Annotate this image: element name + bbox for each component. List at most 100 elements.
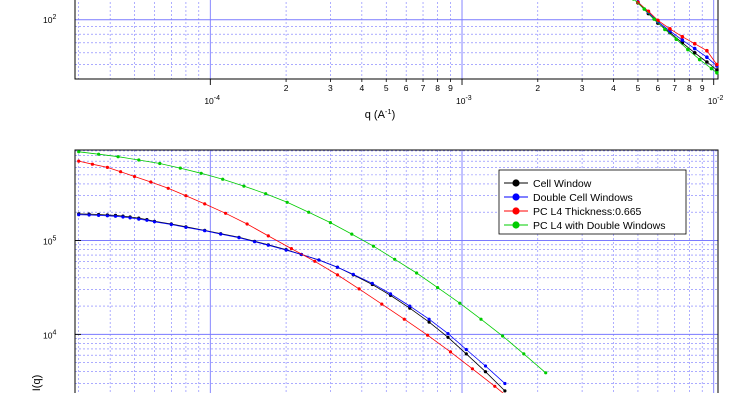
data-point	[426, 333, 430, 337]
data-point	[317, 258, 321, 262]
data-point	[266, 234, 270, 238]
data-point	[709, 66, 714, 71]
data-point	[448, 350, 453, 354]
top-chart-x-axis-label: q (A-1)	[365, 107, 396, 121]
x-tick-label: 3	[328, 83, 333, 93]
x-tick-label: 4	[359, 83, 364, 93]
data-point	[152, 220, 157, 224]
data-point	[335, 273, 340, 277]
data-point	[415, 271, 419, 275]
x-tick-label: 2	[535, 83, 540, 93]
data-point	[458, 301, 462, 305]
data-point	[137, 217, 141, 221]
x-tick-label: 8	[687, 83, 692, 93]
data-point	[289, 247, 293, 251]
legend-swatch-marker	[512, 221, 520, 229]
data-point	[90, 162, 94, 166]
top-chart-grid	[75, 0, 718, 80]
data-point	[119, 170, 123, 174]
data-point	[137, 158, 141, 162]
data-point	[446, 332, 450, 336]
data-point	[219, 232, 223, 236]
legend-entry-label: PC L4 with Double Windows	[533, 220, 665, 232]
legend-entry-label: PC L4 Thickness:0.665	[533, 206, 642, 218]
bottom-chart-y-axis-label: I(q)	[31, 375, 43, 392]
data-point	[350, 232, 354, 236]
data-point	[436, 286, 440, 290]
legend-entry-label: Cell Window	[533, 178, 592, 190]
top-chart-y-tick-labels: 102	[43, 14, 56, 25]
data-point	[221, 177, 225, 181]
data-point	[464, 352, 468, 356]
data-point	[636, 0, 640, 5]
legend-entry-label: Double Cell Windows	[533, 192, 633, 204]
data-point	[253, 240, 257, 244]
data-point	[178, 166, 182, 170]
x-decade-label: 10-2	[708, 95, 724, 106]
legend-entries: Cell Window Double Cell Windows PC L4 Thic…	[504, 178, 665, 232]
top-chart-plot-frame	[74, 0, 719, 80]
x-tick-label: 5	[636, 83, 641, 93]
data-point	[483, 370, 488, 374]
data-point	[680, 38, 685, 42]
data-point	[715, 62, 719, 67]
data-point	[105, 165, 109, 169]
data-point	[132, 174, 137, 179]
series-line-3	[78, 151, 546, 374]
data-point	[264, 192, 268, 196]
x-tick-label: 7	[421, 83, 426, 93]
data-point	[266, 243, 270, 247]
data-point	[184, 225, 188, 229]
data-point	[408, 304, 412, 308]
data-point	[145, 218, 149, 222]
data-point	[686, 47, 690, 52]
y-decade-label: 102	[43, 14, 56, 25]
legend-box	[498, 169, 687, 235]
data-point	[705, 60, 709, 64]
data-point	[393, 257, 397, 261]
legend-swatch-marker	[512, 207, 520, 215]
bottom-chart-y-tick-labels: 105 104	[43, 235, 81, 340]
data-point	[285, 200, 289, 204]
data-point	[328, 221, 332, 225]
data-point	[158, 161, 162, 166]
data-point	[97, 213, 101, 217]
data-point	[544, 371, 548, 375]
data-point	[663, 27, 667, 32]
x-tick-label: 3	[580, 83, 585, 93]
data-point	[97, 152, 101, 156]
data-point	[370, 281, 374, 285]
data-point	[692, 46, 697, 51]
x-tick-label: 4	[611, 83, 616, 93]
y-decade-label: 104	[43, 329, 56, 340]
data-point	[483, 364, 488, 368]
data-point	[335, 265, 340, 269]
data-point	[646, 9, 651, 14]
data-point	[224, 211, 228, 215]
data-point	[116, 155, 120, 159]
data-point	[128, 216, 132, 220]
legend-swatch-marker	[512, 179, 520, 187]
data-point	[697, 57, 702, 62]
data-point	[503, 381, 507, 386]
data-point	[87, 213, 91, 217]
data-point	[357, 287, 361, 291]
top-chart-x-tick-labels: 4 5 6 7 8 92 3 2 3 4 5 6 7 8 910-4 10-3 10-2	[204, 79, 724, 106]
bottom-chart-grid	[75, 150, 718, 393]
x-tick-label: 2	[284, 83, 289, 93]
data-point	[402, 317, 406, 321]
series-line-1	[637, 1, 718, 67]
data-point	[464, 347, 468, 352]
data-point	[493, 384, 497, 388]
data-point	[77, 150, 81, 154]
data-point	[501, 334, 505, 338]
data-point	[692, 41, 697, 46]
data-point	[77, 159, 81, 163]
series-line-2	[637, 1, 718, 65]
data-point	[351, 272, 355, 276]
bottom-chart-plot-frame	[74, 149, 719, 393]
data-point	[479, 317, 483, 321]
data-point	[642, 7, 647, 11]
data-point	[199, 171, 203, 175]
data-point	[245, 222, 249, 226]
